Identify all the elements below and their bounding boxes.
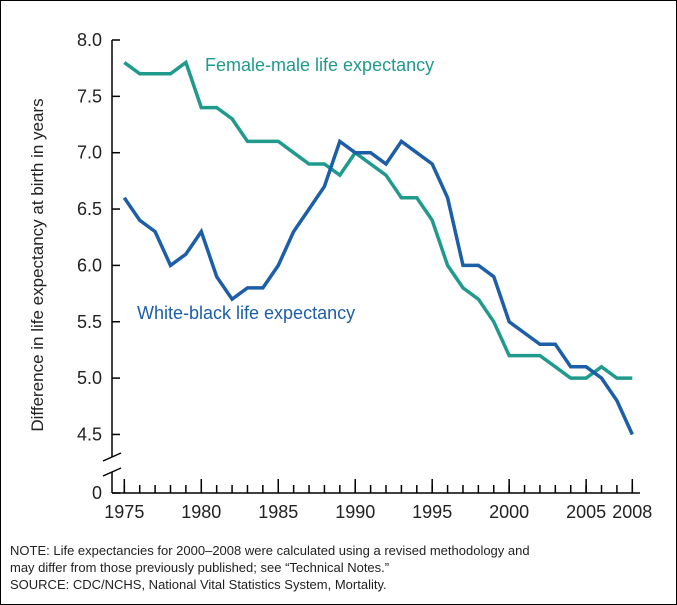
x-tick-label: 2000 xyxy=(489,502,529,522)
y-tick-label: 6.0 xyxy=(77,255,102,275)
y-tick-label: 6.5 xyxy=(77,199,102,219)
series-line xyxy=(123,59,633,380)
x-tick-label: 1975 xyxy=(104,502,144,522)
series-annotation: Female-male life expectancy xyxy=(205,55,434,75)
series-annotation: White-black life expectancy xyxy=(137,303,355,323)
axis-break xyxy=(102,452,122,462)
y-tick-label: 4.5 xyxy=(77,424,102,444)
note: SOURCE: CDC/NCHS, National Vital Statist… xyxy=(10,577,387,592)
y-tick-label: 5.5 xyxy=(77,312,102,332)
y-tick-label: 7.0 xyxy=(77,143,102,163)
x-tick-label: 1985 xyxy=(258,502,298,522)
x-tick-label: 1980 xyxy=(181,502,221,522)
y-tick-label: 7.5 xyxy=(77,86,102,106)
note: may differ from those previously publish… xyxy=(10,560,389,575)
y-tick-label: 8.0 xyxy=(77,30,102,50)
x-tick-label: 1990 xyxy=(335,502,375,522)
y-axis-label: Difference in life expectancy at birth i… xyxy=(28,98,47,431)
axis-break xyxy=(102,467,122,477)
x-tick-label: 2005 xyxy=(566,502,606,522)
x-tick-label: 1995 xyxy=(412,502,452,522)
note: NOTE: Life expectancies for 2000–2008 we… xyxy=(10,543,530,558)
y-tick-label: 0 xyxy=(92,483,102,503)
series-line xyxy=(122,138,634,436)
y-tick-label: 5.0 xyxy=(77,368,102,388)
x-tick-label: 2008 xyxy=(612,502,652,522)
